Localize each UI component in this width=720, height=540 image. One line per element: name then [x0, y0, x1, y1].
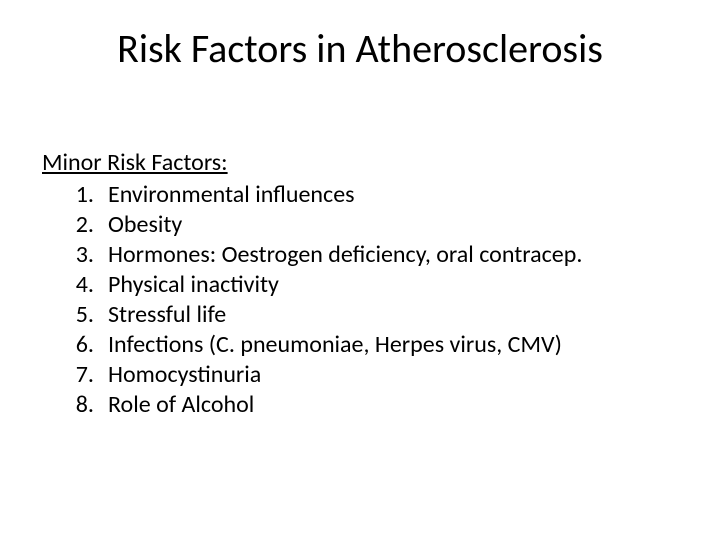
- list-number: 2.: [42, 210, 108, 240]
- list-text: Infections (C. pneumoniae, Herpes virus,…: [108, 330, 678, 360]
- slide: Risk Factors in Atherosclerosis Minor Ri…: [0, 0, 720, 540]
- list-item: 8. Role of Alcohol: [42, 390, 678, 420]
- list-number: 3.: [42, 240, 108, 270]
- list-text: Role of Alcohol: [108, 390, 678, 420]
- list-item: 3. Hormones: Oestrogen deficiency, oral …: [42, 240, 678, 270]
- subheading: Minor Risk Factors:: [42, 148, 678, 178]
- slide-title: Risk Factors in Atherosclerosis: [0, 24, 720, 73]
- list-item: 6. Infections (C. pneumoniae, Herpes vir…: [42, 330, 678, 360]
- list-number: 4.: [42, 270, 108, 300]
- list-number: 8.: [42, 390, 108, 420]
- list-item: 2. Obesity: [42, 210, 678, 240]
- list-number: 5.: [42, 300, 108, 330]
- list-text: Hormones: Oestrogen deficiency, oral con…: [108, 240, 678, 270]
- list-number: 6.: [42, 330, 108, 360]
- list-number: 1.: [42, 180, 108, 210]
- list-number: 7.: [42, 360, 108, 390]
- list-item: 5. Stressful life: [42, 300, 678, 330]
- list-item: 1. Environmental influences: [42, 180, 678, 210]
- list-text: Homocystinuria: [108, 360, 678, 390]
- risk-factor-list: 1. Environmental influences 2. Obesity 3…: [42, 180, 678, 420]
- list-text: Obesity: [108, 210, 678, 240]
- list-item: 7. Homocystinuria: [42, 360, 678, 390]
- list-text: Stressful life: [108, 300, 678, 330]
- list-text: Physical inactivity: [108, 270, 678, 300]
- list-item: 4. Physical inactivity: [42, 270, 678, 300]
- slide-body: Minor Risk Factors: 1. Environmental inf…: [42, 148, 678, 420]
- list-text: Environmental influences: [108, 180, 678, 210]
